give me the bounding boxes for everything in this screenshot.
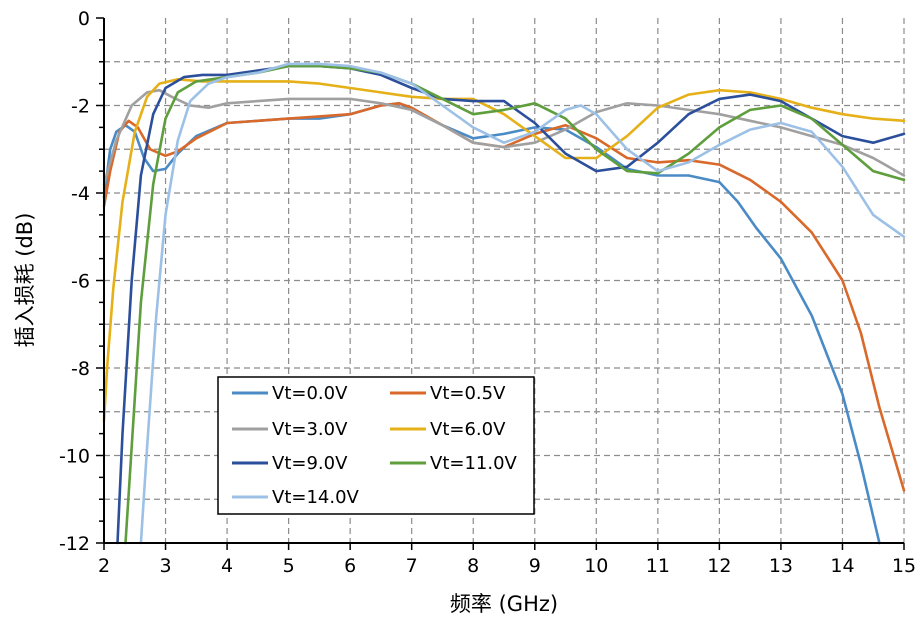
x-tick-label: 6: [344, 555, 356, 577]
y-tick-label: -10: [59, 446, 90, 468]
y-tick-label: -12: [59, 533, 90, 555]
legend-label-3: Vt=6.0V: [430, 419, 506, 440]
x-tick-label: 4: [221, 555, 233, 577]
x-tick-label: 5: [283, 555, 295, 577]
legend-label-1: Vt=0.5V: [430, 383, 506, 404]
legend: Vt=0.0V Vt=0.5V Vt=3.0V Vt=6.0V Vt=9.0V Vt=11…: [217, 376, 535, 515]
y-tick-label: 0: [78, 8, 90, 30]
x-tick-label: 3: [159, 555, 171, 577]
axes: [96, 17, 905, 550]
y-tick-label: -4: [71, 183, 90, 205]
series-line-5: [124, 64, 906, 545]
y-tick-labels: 0 -2 -4 -6 -8 -10 -12: [59, 8, 90, 555]
legend-label-0: Vt=0.0V: [272, 383, 348, 404]
x-tick-labels: 2 3 4 5 6 7 8 9 10 11 12 13 14 15: [98, 555, 916, 577]
legend-label-5: Vt=11.0V: [430, 453, 518, 474]
series-lines: [102, 62, 906, 545]
x-tick-label: 2: [98, 555, 110, 577]
y-axis-title: 插入损耗 (dB): [13, 213, 37, 348]
legend-box: [217, 376, 535, 515]
x-axis-title: 频率 (GHz): [450, 592, 558, 616]
x-tick-label: 14: [830, 555, 854, 577]
x-tick-label: 12: [707, 555, 731, 577]
series-line-2: [102, 88, 906, 186]
x-tick-label: 11: [646, 555, 670, 577]
y-tick-label: -2: [71, 96, 90, 118]
y-tick-label: -6: [71, 271, 90, 293]
x-tick-label: 10: [584, 555, 608, 577]
series-line-3: [102, 78, 906, 422]
legend-label-2: Vt=3.0V: [272, 419, 348, 440]
x-tick-label: 9: [529, 555, 541, 577]
x-tick-label: 13: [769, 555, 793, 577]
x-tick-label: 8: [467, 555, 479, 577]
legend-label-6: Vt=14.0V: [272, 487, 360, 508]
legend-label-4: Vt=9.0V: [272, 453, 348, 474]
x-tick-label: 7: [406, 555, 418, 577]
y-tick-label: -8: [71, 358, 90, 380]
x-tick-label: 15: [892, 555, 916, 577]
series-line-6: [139, 62, 906, 545]
